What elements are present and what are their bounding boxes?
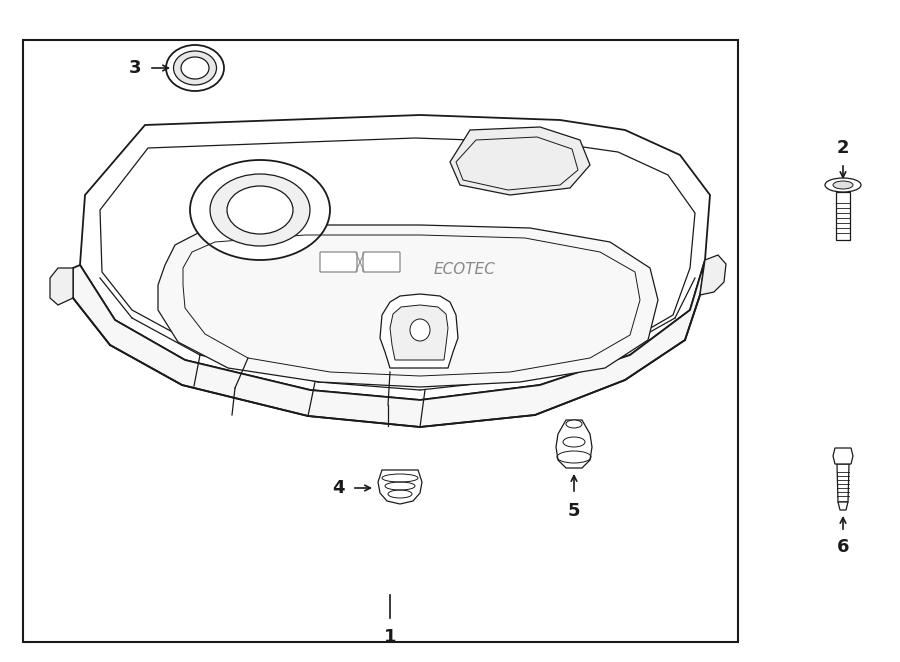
Polygon shape xyxy=(700,255,726,295)
Polygon shape xyxy=(838,502,848,510)
Polygon shape xyxy=(73,260,705,427)
Polygon shape xyxy=(556,420,592,468)
Text: ECOTEC: ECOTEC xyxy=(434,263,496,277)
Ellipse shape xyxy=(227,186,293,234)
Ellipse shape xyxy=(166,45,224,91)
Text: 3: 3 xyxy=(129,59,141,77)
Polygon shape xyxy=(378,470,422,504)
Polygon shape xyxy=(80,115,710,400)
Ellipse shape xyxy=(190,160,330,260)
Text: 1: 1 xyxy=(383,628,396,646)
Ellipse shape xyxy=(833,181,853,189)
Ellipse shape xyxy=(566,420,582,428)
Polygon shape xyxy=(158,225,658,387)
Ellipse shape xyxy=(181,57,209,79)
Polygon shape xyxy=(836,192,850,240)
FancyBboxPatch shape xyxy=(363,252,400,272)
Text: 5: 5 xyxy=(568,502,580,520)
Polygon shape xyxy=(833,448,853,464)
Polygon shape xyxy=(837,464,849,502)
Text: 2: 2 xyxy=(837,139,850,157)
Polygon shape xyxy=(50,268,73,305)
Polygon shape xyxy=(390,305,448,360)
Polygon shape xyxy=(450,127,590,195)
Ellipse shape xyxy=(174,51,217,85)
Polygon shape xyxy=(380,294,458,368)
Ellipse shape xyxy=(410,319,430,341)
FancyBboxPatch shape xyxy=(320,252,357,272)
Bar xyxy=(22,40,738,642)
Ellipse shape xyxy=(825,178,861,192)
Text: 6: 6 xyxy=(837,538,850,556)
Text: 4: 4 xyxy=(332,479,345,497)
Ellipse shape xyxy=(210,174,310,246)
